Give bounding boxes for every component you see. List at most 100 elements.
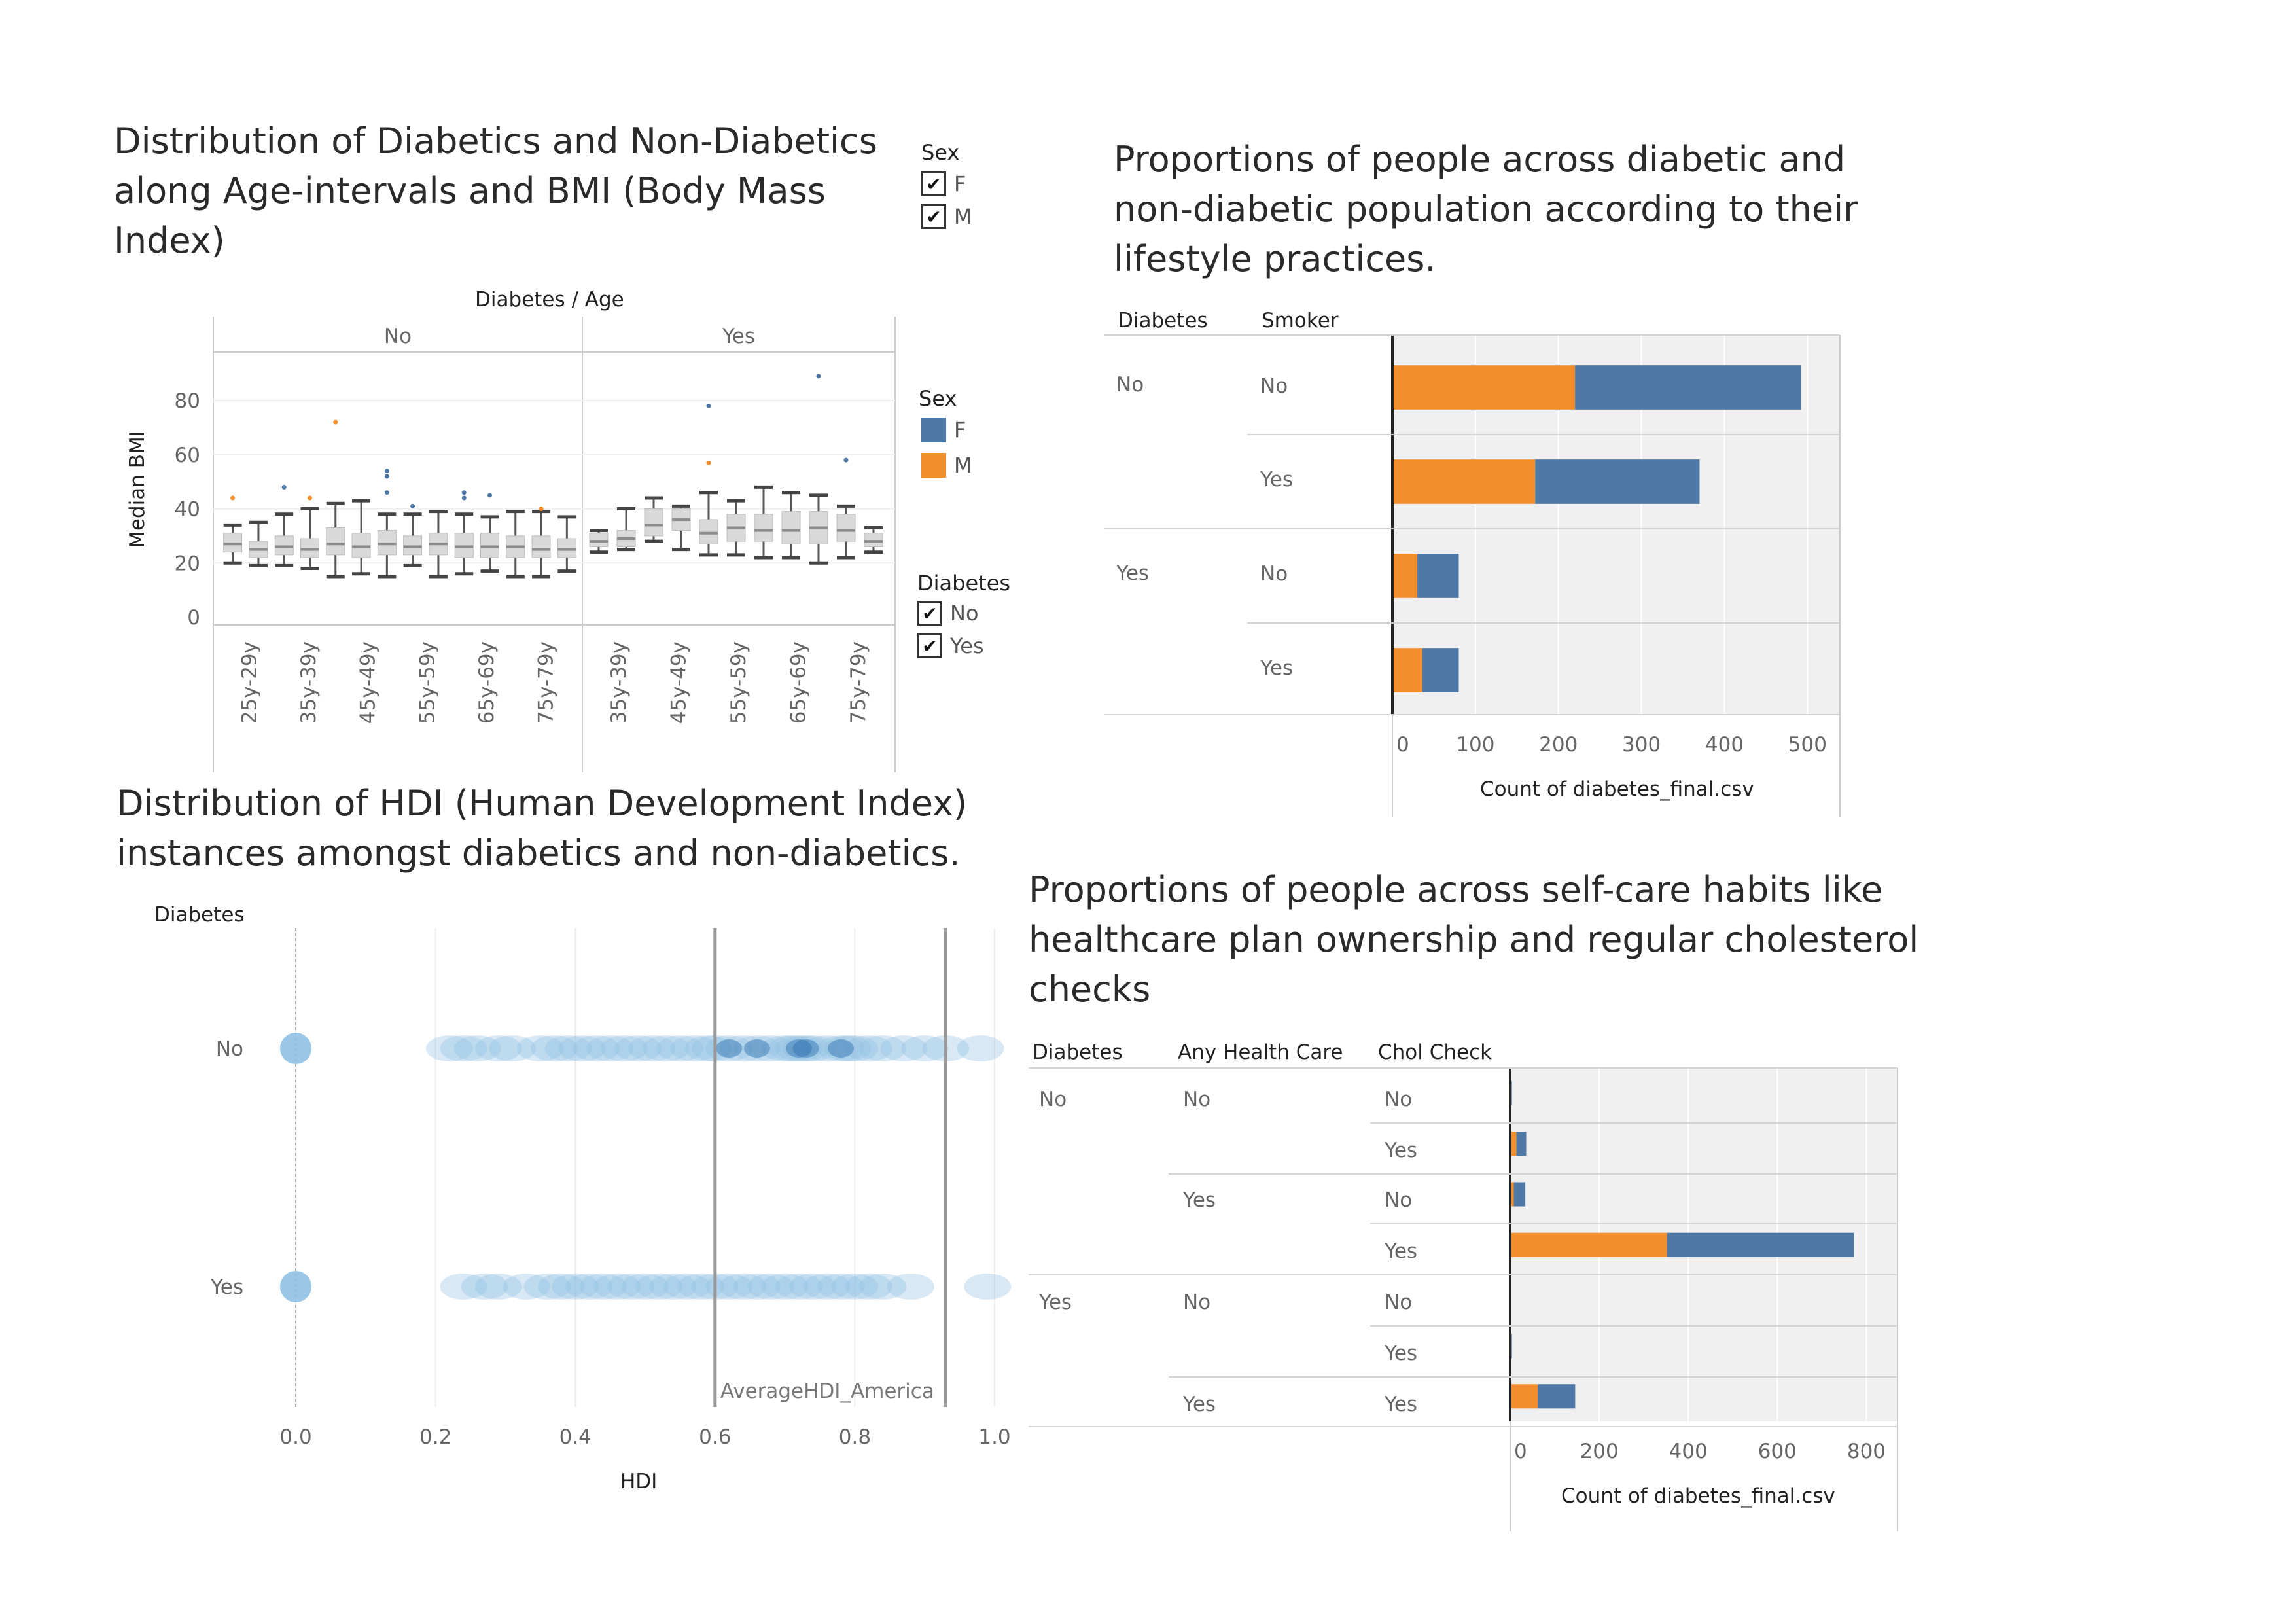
hdi-point-dense: [828, 1039, 855, 1058]
bmi-x-tick-label-yes: 75y-79y: [847, 641, 870, 724]
hdi-point-no: [803, 1035, 851, 1061]
hdi-point-no: [643, 1035, 690, 1061]
hdi-point-no: [719, 1035, 767, 1061]
hdi-point-no: [761, 1035, 809, 1061]
selfcare-col-health: Any Health Care: [1178, 1041, 1343, 1064]
sex-color-legend-f[interactable]: F: [921, 418, 966, 442]
bmi-y-tick-label: 40: [175, 498, 200, 522]
selfcare-row-chol-label: Yes: [1384, 1139, 1417, 1162]
bmi-box: [836, 514, 856, 542]
smoker-row-smoker-label: Yes: [1260, 656, 1293, 680]
bmi-y-tick-label: 0: [187, 606, 200, 630]
smoker-bar-f: [1575, 365, 1801, 410]
hdi-point-yes: [677, 1274, 725, 1300]
bmi-box: [531, 535, 551, 558]
diabetes-filter-yes-label: Yes: [950, 633, 984, 658]
hdi-point-no: [824, 1035, 872, 1061]
hdi-y-category-label: No: [216, 1037, 243, 1061]
bmi-box: [699, 519, 718, 544]
bmi-outlier-point: [281, 484, 287, 490]
sex-filter-m-label: M: [954, 204, 972, 229]
hdi-point-dense: [785, 1039, 812, 1058]
hdi-point-yes: [747, 1274, 795, 1300]
hdi-point-no: [614, 1035, 662, 1061]
selfcare-bar-f: [1513, 1182, 1526, 1207]
bmi-x-tick-label-yes: 65y-69y: [787, 641, 811, 724]
hdi-point-yes: [761, 1274, 809, 1300]
checkbox-icon[interactable]: ✔: [921, 171, 946, 196]
hdi-point-yes: [831, 1274, 879, 1300]
selfcare-chart-title: Proportions of people across self-care h…: [1029, 869, 1919, 1010]
selfcare-row-chol-label: Yes: [1384, 1393, 1417, 1416]
selfcare-row-health-label: Yes: [1182, 1188, 1216, 1212]
bmi-box: [864, 533, 883, 547]
hdi-point-no: [280, 1033, 312, 1064]
sex-color-legend-m[interactable]: M: [921, 453, 972, 478]
hdi-point-no: [489, 1035, 537, 1061]
bmi-outlier-point: [461, 490, 467, 495]
smoker-row-smoker-label: No: [1260, 374, 1288, 398]
smoker-bar-m: [1392, 554, 1418, 598]
hdi-point-no: [628, 1035, 676, 1061]
hdi-point-no: [426, 1035, 474, 1061]
bmi-outlier-point: [384, 490, 389, 495]
bmi-box: [644, 508, 663, 537]
diabetes-filter-no[interactable]: ✔ No: [917, 601, 979, 626]
sex-filter-title: Sex: [921, 140, 960, 165]
smoker-col-diabetes: Diabetes: [1118, 309, 1208, 332]
hdi-point-yes: [579, 1274, 627, 1300]
hdi-point-dense: [743, 1039, 770, 1058]
smoker-x-tick-label: 500: [1788, 733, 1827, 757]
checkbox-icon[interactable]: ✔: [917, 633, 942, 658]
bmi-x-tick-label-no: 55y-59y: [415, 641, 439, 724]
bmi-y-tick-label: 60: [175, 444, 200, 467]
hdi-point-yes: [817, 1274, 865, 1300]
hdi-point-no: [733, 1035, 781, 1061]
smoker-row-smoker-label: No: [1260, 562, 1288, 586]
hdi-point-yes: [649, 1274, 697, 1300]
selfcare-x-axis-title: Count of diabetes_final.csv: [1561, 1484, 1835, 1508]
hdi-point-no: [775, 1035, 822, 1061]
bmi-y-tick-label: 20: [175, 552, 200, 575]
bmi-outlier-point: [410, 503, 415, 508]
smoker-x-axis-title: Count of diabetes_final.csv: [1480, 777, 1754, 801]
bmi-box: [300, 538, 319, 558]
sex-color-f-label: F: [954, 418, 966, 442]
bmi-box: [589, 533, 609, 547]
smoker-chart-title: Proportions of people across diabetic an…: [1114, 139, 1858, 279]
bmi-box: [326, 527, 345, 556]
hdi-x-tick-label: 0.0: [279, 1425, 311, 1449]
selfcare-bar-f: [1516, 1132, 1527, 1156]
bmi-box: [480, 533, 499, 558]
diabetes-filter-yes[interactable]: ✔ Yes: [917, 633, 984, 658]
hdi-point-yes: [622, 1274, 669, 1300]
hdi-point-yes: [859, 1274, 907, 1300]
selfcare-row-diabetes-label: No: [1039, 1088, 1067, 1111]
checkbox-icon[interactable]: ✔: [917, 601, 942, 626]
bmi-box: [223, 533, 243, 553]
hdi-point-yes: [663, 1274, 711, 1300]
bmi-plot-area: [213, 352, 895, 625]
checkbox-icon[interactable]: ✔: [921, 204, 946, 229]
bmi-outlier-point: [706, 460, 711, 465]
sex-filter-f[interactable]: ✔ F: [921, 171, 966, 196]
smoker-x-tick-label: 0: [1396, 733, 1409, 757]
hdi-point-no: [440, 1035, 487, 1061]
bmi-y-tick-label: 80: [175, 389, 200, 413]
hdi-point-no: [789, 1035, 837, 1061]
hdi-point-yes: [552, 1274, 599, 1300]
bmi-x-tick-label-no: 25y-29y: [238, 641, 261, 724]
selfcare-row-chol-label: Yes: [1384, 1240, 1417, 1263]
hdi-point-no: [453, 1035, 501, 1061]
selfcare-row-chol-label: Yes: [1384, 1342, 1417, 1365]
selfcare-x-tick-label: 0: [1514, 1440, 1527, 1463]
hdi-point-yes: [803, 1274, 851, 1300]
hdi-point-no: [516, 1035, 564, 1061]
sex-filter-m[interactable]: ✔ M: [921, 204, 972, 229]
bmi-box: [377, 530, 397, 556]
bmi-outlier-point: [308, 495, 312, 501]
selfcare-row-health-label: No: [1183, 1088, 1210, 1111]
hdi-point-yes: [503, 1274, 550, 1300]
bmi-x-tick-label-no: 45y-49y: [357, 641, 380, 724]
